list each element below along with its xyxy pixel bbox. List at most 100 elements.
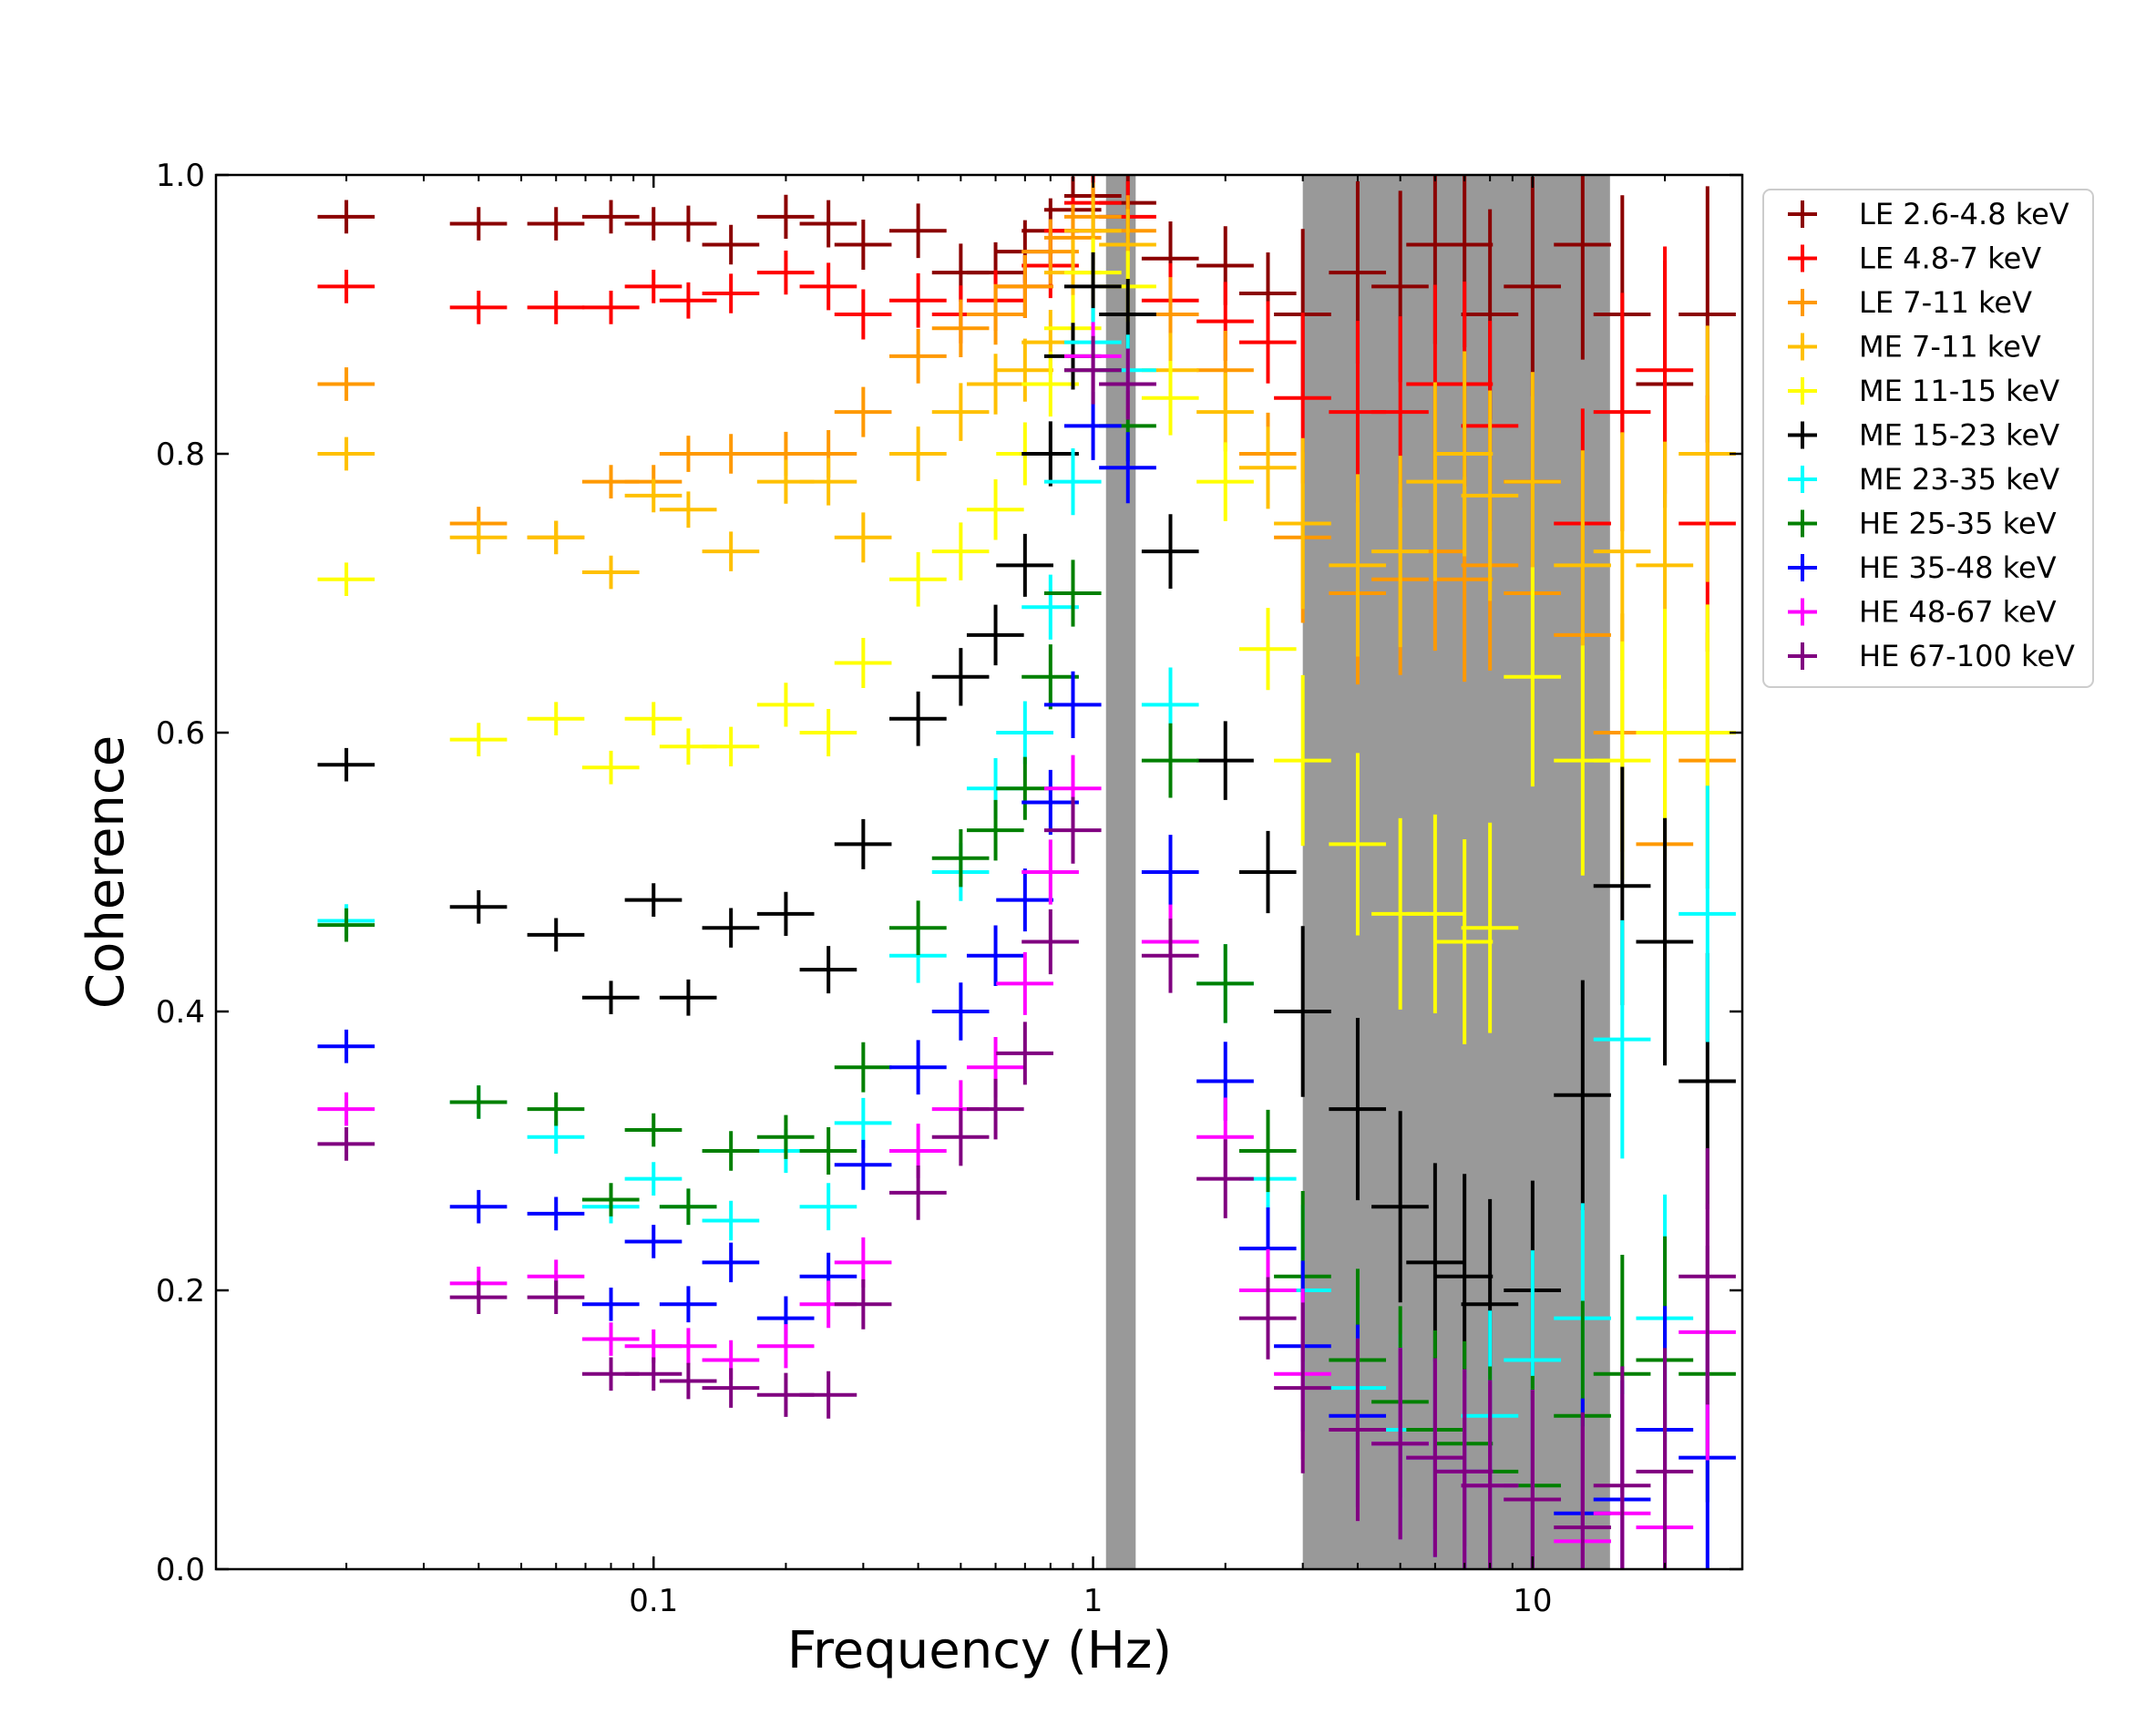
data-point [581,200,640,234]
data-point [1043,671,1102,739]
data-point [702,1242,760,1283]
data-point [1022,644,1079,710]
data-point [799,457,857,506]
data-point [581,290,640,324]
legend-marker [1788,421,1817,449]
data-point [834,512,892,563]
data-point [834,386,892,437]
y-tick-label: 0.6 [156,715,205,752]
y-axis-label: Coherence [77,735,136,1009]
data-point [449,207,508,241]
data-point [702,908,760,948]
data-point [966,478,1024,540]
data-point [834,1237,892,1288]
x-tick-label: 1 [1083,1583,1104,1619]
data-point [527,1092,585,1126]
data-point [799,1371,857,1419]
data-point [659,282,717,319]
data-point [756,250,815,295]
data-point [1406,814,1463,1013]
data-point [966,283,1024,345]
data-point [889,900,947,956]
data-point [1274,674,1331,847]
series-layer [317,175,1736,1569]
data-point [931,982,990,1041]
legend-label: ME 23-35 keV [1859,462,2059,497]
data-point [1371,1348,1429,1540]
data-point [1406,1358,1463,1557]
data-point [581,1183,640,1217]
data-point [581,981,640,1015]
data-point [834,220,892,270]
data-point [1043,796,1102,864]
data-point [996,338,1053,402]
data-point [889,691,947,746]
data-point [799,946,857,994]
data-point [889,551,947,607]
data-point [1022,351,1079,417]
data-point [317,908,375,942]
data-point [527,702,585,736]
data-point [659,1286,717,1323]
data-point [1504,372,1561,591]
data-point [1196,944,1254,1023]
y-tick-label: 1.0 [156,158,205,194]
data-point [756,1324,815,1369]
data-point [624,1357,683,1391]
data-point [1141,360,1199,436]
data-point [581,555,640,590]
data-point [756,891,815,937]
legend-item-2: LE 4.8-7 keV [1788,241,2041,276]
legend-item-8: HE 25-35 keV [1788,507,2057,541]
data-point [834,1042,892,1093]
data-point [834,638,892,688]
data-point [756,1114,815,1159]
data-point [702,1368,760,1408]
legend-marker [1788,554,1817,581]
legend-item-4: ME 7-11 keV [1788,330,2041,365]
data-point [1196,721,1254,800]
data-point [1435,1369,1494,1569]
data-point [1554,175,1611,360]
data-point [659,1188,717,1226]
legend-marker [1788,642,1817,670]
data-point [931,1107,990,1166]
data-point [1043,447,1102,516]
legend-item-7: ME 23-35 keV [1788,462,2059,497]
data-point [1593,1366,1651,1569]
data-point [659,205,717,242]
data-point [931,299,990,358]
data-point [1554,1412,1611,1569]
data-point [1238,830,1297,914]
legend-item-11: HE 67-100 keV [1788,639,2075,673]
data-point [1196,1139,1254,1218]
data-point [449,520,508,555]
data-point [1329,474,1387,657]
data-point [1022,909,1079,975]
data-point [889,329,947,384]
data-point [624,478,683,513]
data-point [996,254,1053,318]
data-point [659,979,717,1016]
data-point [624,883,683,917]
data-point [1593,919,1651,1159]
data-point [1329,1338,1387,1522]
data-point [889,426,947,481]
data-point [799,262,857,311]
data-point [1461,1380,1519,1569]
legend-marker [1788,377,1817,405]
data-point [834,1097,892,1148]
series-4 [317,196,1736,690]
data-point [317,1126,375,1161]
data-point [1371,456,1429,648]
data-point [1238,301,1297,384]
data-point [799,1127,857,1175]
data-point [1406,1163,1463,1362]
data-point [624,1162,683,1196]
data-point [449,1189,508,1224]
data-point [756,194,815,240]
data-point [996,701,1053,765]
legend-label: HE 67-100 keV [1859,639,2075,673]
y-tick-label: 0.8 [156,436,205,473]
legend-label: ME 15-23 keV [1859,418,2059,453]
